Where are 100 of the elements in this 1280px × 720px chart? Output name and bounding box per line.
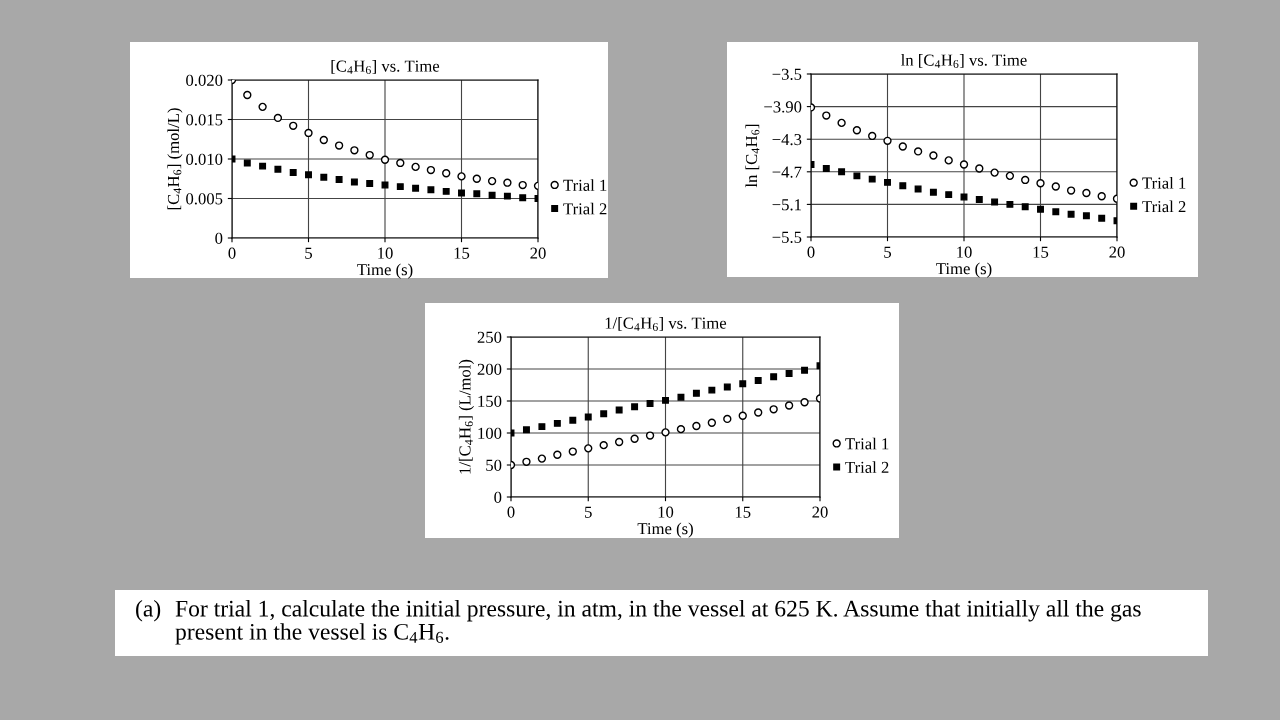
point — [645, 431, 655, 440]
point — [584, 444, 593, 453]
point — [945, 191, 953, 199]
point — [426, 165, 436, 175]
point — [754, 408, 763, 417]
point — [442, 187, 450, 195]
point — [396, 158, 405, 168]
point — [630, 434, 639, 443]
point — [822, 165, 830, 173]
point — [365, 150, 374, 160]
point — [569, 416, 577, 424]
point — [646, 400, 654, 408]
point — [975, 164, 984, 173]
x-tick-label: 15 — [1033, 246, 1049, 258]
legend-label: Trial 1 — [1142, 176, 1186, 189]
point — [738, 411, 747, 420]
x-tick-label: 20 — [530, 247, 546, 259]
point — [366, 180, 374, 187]
legend-label: Trial 2 — [1142, 200, 1186, 213]
point — [600, 410, 608, 418]
y-tick-label: 0.015 — [186, 114, 223, 126]
point — [914, 185, 922, 193]
point — [898, 142, 907, 151]
point — [960, 193, 968, 201]
point — [801, 366, 809, 374]
x-tick-label: 0 — [807, 246, 815, 258]
point — [473, 190, 481, 198]
point — [1097, 192, 1106, 201]
point — [1006, 200, 1014, 208]
point — [899, 182, 907, 190]
point — [503, 192, 511, 200]
x-tick-label: 0 — [228, 247, 236, 259]
point — [959, 160, 969, 169]
point — [868, 131, 877, 141]
point — [1082, 188, 1091, 198]
x-axis-title: Time (s) — [936, 262, 992, 278]
point — [1021, 175, 1030, 185]
y-tick-label: −3.90 — [764, 101, 802, 113]
point — [853, 172, 861, 180]
point — [784, 401, 794, 410]
point — [305, 171, 312, 179]
point — [319, 135, 328, 145]
legend-label: Trial 1 — [563, 179, 607, 191]
point — [1051, 182, 1060, 191]
point — [662, 396, 669, 404]
point — [538, 423, 546, 431]
point — [754, 377, 762, 384]
y-tick-label: 0.020 — [186, 74, 223, 87]
point — [800, 398, 809, 407]
y-tick-label: 0.005 — [186, 193, 223, 205]
x-tick-label: 5 — [884, 246, 892, 258]
point — [411, 162, 420, 172]
legend-label: Trial 2 — [845, 461, 889, 473]
point — [1098, 214, 1106, 222]
y-tick-label: −4.3 — [772, 133, 802, 146]
point — [320, 173, 328, 181]
legend-label: Trial 2 — [563, 202, 607, 215]
point — [289, 168, 297, 176]
point — [723, 383, 731, 391]
point — [553, 419, 561, 427]
y-tick-label: −4.7 — [772, 166, 802, 178]
x-tick-label: 10 — [658, 506, 674, 518]
y-tick-label: 150 — [478, 395, 502, 407]
point — [412, 184, 420, 192]
point — [614, 437, 624, 447]
x-tick-label: 10 — [378, 247, 393, 259]
point — [676, 424, 686, 434]
point — [258, 102, 267, 112]
x-tick-label: 15 — [735, 506, 751, 518]
point — [503, 178, 512, 187]
point — [991, 198, 999, 206]
point — [1066, 186, 1076, 195]
x-tick-label: 10 — [957, 246, 972, 258]
point — [884, 178, 891, 186]
point — [1067, 210, 1075, 218]
point — [692, 421, 701, 431]
point — [599, 440, 608, 450]
point — [1082, 212, 1090, 220]
point — [1036, 179, 1045, 188]
point — [990, 168, 999, 177]
point — [519, 194, 527, 202]
point — [1052, 208, 1060, 216]
x-tick-label: 20 — [812, 506, 828, 518]
y-tick-label: 200 — [477, 363, 502, 375]
text: (a) — [136, 600, 161, 622]
point — [396, 183, 404, 191]
point — [243, 159, 251, 167]
point — [488, 191, 496, 199]
y-tick-label: 0 — [215, 232, 223, 244]
x-tick-label: 5 — [585, 506, 592, 518]
point — [380, 155, 390, 164]
y-tick-label: 100 — [478, 427, 502, 439]
point — [568, 447, 577, 456]
point — [975, 196, 983, 203]
point — [350, 178, 358, 186]
point — [522, 426, 530, 434]
point — [274, 165, 282, 173]
point — [1037, 205, 1044, 213]
y-axis-title: ln [C$_{4}$H$_{6}$] — [745, 124, 760, 188]
point — [537, 454, 547, 463]
